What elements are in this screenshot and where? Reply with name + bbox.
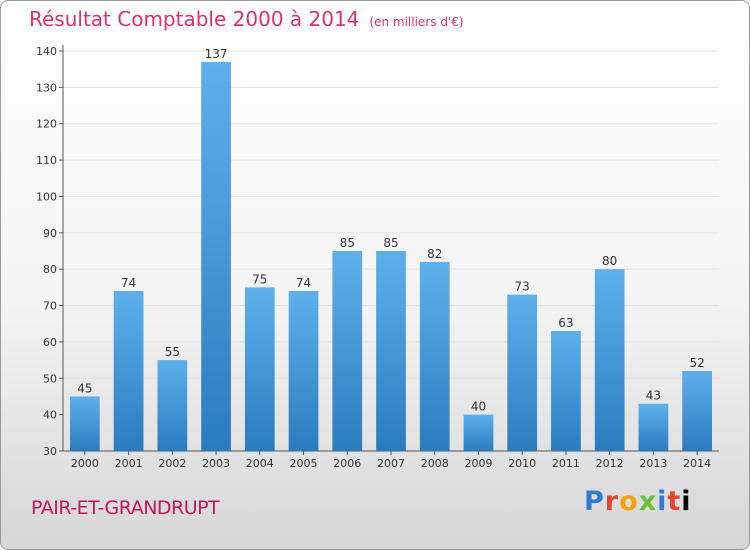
bar-2005 — [288, 291, 319, 451]
x-tick-label-2014: 2014 — [683, 457, 711, 470]
x-tick-label-2004: 2004 — [246, 457, 274, 470]
y-tick-label: 80 — [43, 263, 57, 276]
bar-2007 — [376, 251, 406, 451]
data-label-2008: 82 — [427, 247, 442, 261]
logo-letter: x — [638, 486, 658, 517]
logo-letter: i — [681, 486, 692, 517]
bar-2006 — [332, 251, 363, 451]
bar-2014 — [682, 371, 713, 451]
data-label-2001: 74 — [121, 276, 136, 290]
data-label-2012: 80 — [602, 254, 617, 268]
data-label-2006: 85 — [340, 236, 355, 250]
x-tick-label-2009: 2009 — [464, 457, 492, 470]
data-label-2005: 74 — [296, 276, 311, 290]
data-label-2007: 85 — [383, 236, 398, 250]
bar-2004 — [244, 287, 275, 451]
data-label-2011: 63 — [558, 316, 573, 330]
bar-2009 — [463, 414, 494, 451]
data-label-2009: 40 — [471, 400, 486, 414]
y-tick-label: 110 — [36, 154, 57, 167]
data-labels: 45 74 55 137 75 74 85 85 82 40 73 63 80 43 52 — [77, 47, 705, 414]
x-tick-label-2005: 2005 — [290, 457, 318, 470]
bars — [69, 61, 713, 452]
data-label-2010: 73 — [515, 280, 530, 294]
bar-2010 — [507, 294, 538, 451]
chart-subtitle: (en milliers d'€) — [369, 15, 464, 29]
bar-2003 — [201, 61, 231, 452]
y-tick-label: 90 — [43, 227, 57, 240]
y-tick-label: 100 — [36, 190, 57, 203]
data-label-2003: 137 — [205, 47, 228, 61]
x-tick-label-2007: 2007 — [377, 457, 405, 470]
bar-2013 — [638, 403, 669, 451]
x-tick-label-2010: 2010 — [508, 457, 536, 470]
y-tick-label: 70 — [43, 300, 57, 313]
data-label-2004: 75 — [252, 272, 267, 286]
logo-letter: P — [584, 486, 605, 517]
x-tick-label-2003: 2003 — [202, 457, 230, 470]
logo-letter: t — [667, 486, 682, 517]
x-tick-label-2013: 2013 — [639, 457, 667, 470]
y-tick-label: 30 — [43, 445, 57, 458]
data-label-2002: 55 — [165, 345, 180, 359]
logo-letter: i — [657, 486, 668, 517]
y-tick-label: 120 — [36, 118, 57, 131]
x-tick-label-2000: 2000 — [71, 457, 99, 470]
x-tick-label-2006: 2006 — [333, 457, 361, 470]
proxiti-logo: Proxiti — [584, 486, 692, 517]
bar-2000 — [69, 396, 100, 451]
chart-title: Résultat Comptable 2000 à 2014 (en millie… — [29, 7, 464, 31]
bar-2002 — [157, 360, 188, 451]
x-tick-label-2008: 2008 — [421, 457, 449, 470]
data-label-2000: 45 — [77, 381, 92, 395]
bar-2001 — [113, 291, 144, 451]
x-tick-label-2001: 2001 — [115, 457, 143, 470]
x-tick-label-2012: 2012 — [596, 457, 624, 470]
bar-2012 — [594, 269, 625, 451]
y-tick-label: 50 — [43, 372, 57, 385]
bar-2011 — [551, 331, 581, 451]
data-label-2014: 52 — [689, 356, 704, 370]
chart-title-text: Résultat Comptable 2000 à 2014 — [29, 7, 360, 31]
data-label-2013: 43 — [646, 389, 661, 403]
y-tick-label: 40 — [43, 409, 57, 422]
x-tick-label-2011: 2011 — [552, 457, 580, 470]
commune-name: PAIR-ET-GRANDRUPT — [31, 497, 220, 519]
y-tick-label: 130 — [36, 81, 57, 94]
logo-letter: r — [604, 486, 620, 517]
bar-2008 — [419, 261, 450, 451]
y-tick-label: 140 — [36, 45, 57, 58]
y-tick-label: 60 — [43, 336, 57, 349]
x-tick-label-2002: 2002 — [158, 457, 186, 470]
logo-letter: o — [619, 486, 639, 517]
